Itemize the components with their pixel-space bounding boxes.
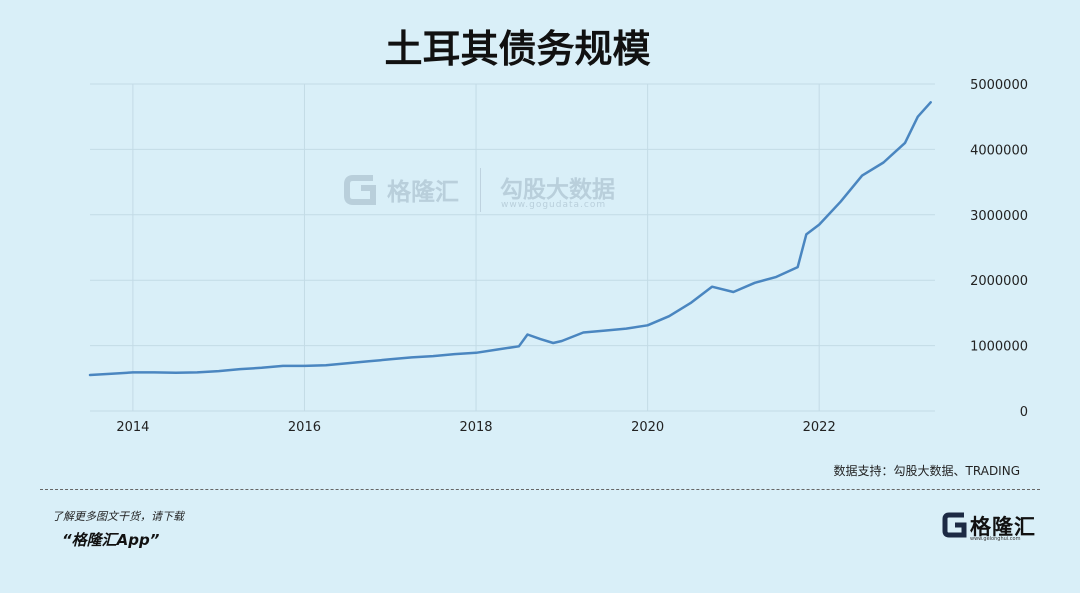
y-tick-label: 1000000 <box>970 340 1028 355</box>
x-tick-label: 2022 <box>803 420 836 435</box>
y-tick-label: 2000000 <box>970 274 1028 289</box>
line-chart: 0 1000000 2000000 3000000 4000000 5000000 201… <box>88 78 1028 435</box>
watermark-subtitle: 勾股大数据 <box>500 177 615 203</box>
series-line <box>88 101 932 377</box>
brand-url: www.gelonghui.com <box>970 536 1021 542</box>
promo-text: 了解更多图文干货，请下载 <box>52 510 184 523</box>
watermark-name: 格隆汇 <box>387 178 459 206</box>
x-axis-ticks: 2014 2016 2018 2020 2022 <box>116 420 835 435</box>
x-tick-label: 2020 <box>631 420 664 435</box>
x-tick-label: 2016 <box>288 420 321 435</box>
promo-app-name: “格隆汇App” <box>62 531 160 549</box>
watermark: 格隆汇 勾股大数据 www.gogudata.com <box>343 166 643 216</box>
chart-grid <box>90 83 935 412</box>
brand-g-icon <box>942 512 967 538</box>
x-tick-label: 2018 <box>459 420 492 435</box>
y-tick-label: 0 <box>1020 405 1028 420</box>
data-source: 数据支持：勾股大数据、TRADING <box>833 464 1020 478</box>
watermark-url: www.gogudata.com <box>501 200 607 210</box>
brand-name: 格隆汇 <box>970 515 1036 539</box>
y-tick-label: 4000000 <box>970 143 1028 158</box>
divider <box>40 489 1040 490</box>
chart-title: 土耳其债务规模 <box>384 27 651 71</box>
x-tick-label: 2014 <box>116 420 149 435</box>
watermark-logo-icon <box>344 175 376 205</box>
watermark-divider <box>480 168 481 212</box>
y-tick-label: 5000000 <box>970 78 1028 93</box>
brand-logo: 格隆汇 www.gelonghui.com <box>942 510 1042 546</box>
y-tick-label: 3000000 <box>970 209 1028 224</box>
y-axis-ticks: 0 1000000 2000000 3000000 4000000 5000000 <box>970 78 1028 420</box>
